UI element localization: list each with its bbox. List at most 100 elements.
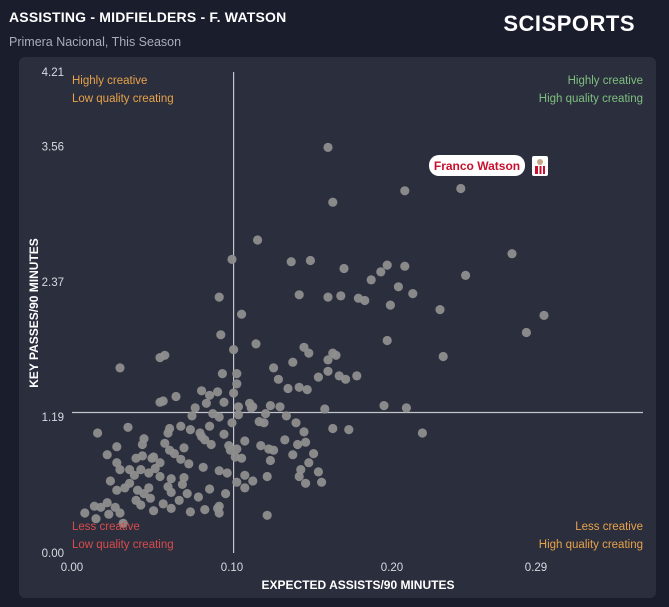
quadrant-top-left-line1: Highly creative [72, 75, 147, 87]
data-point [214, 508, 224, 518]
reference-lines [72, 72, 643, 553]
data-point [214, 501, 224, 511]
quadrant-top-right-line1: Highly creative [568, 75, 643, 87]
data-point [182, 489, 192, 499]
data-point [262, 471, 272, 482]
data-point [304, 458, 314, 468]
header: ASSISTING - MIDFIELDERS - F. WATSON Prim… [0, 0, 669, 56]
data-point [216, 330, 226, 340]
x-tick-label: 0.29 [525, 562, 547, 574]
data-point [539, 310, 549, 320]
page-subtitle: Primera Nacional, This Season [9, 35, 182, 49]
avatar-stripe [541, 166, 543, 174]
data-point [417, 428, 427, 438]
data-point [213, 387, 223, 397]
data-point [461, 270, 471, 280]
avatar-stripe [538, 166, 540, 174]
data-point [269, 445, 279, 455]
data-point [507, 249, 517, 259]
data-point [136, 500, 146, 510]
data-point [456, 183, 466, 194]
data-point [219, 397, 229, 407]
data-point [89, 501, 99, 511]
data-point [352, 371, 362, 381]
data-point [149, 506, 159, 516]
data-point [294, 290, 304, 300]
data-point [118, 518, 128, 528]
data-point [309, 449, 319, 459]
data-point [166, 503, 176, 513]
highlight-player-name: Franco Watson [434, 159, 520, 173]
data-point [125, 478, 135, 488]
data-point [227, 254, 237, 264]
data-point [435, 305, 445, 315]
data-point [200, 435, 210, 445]
avatar-shirt [535, 166, 545, 174]
data-point [145, 493, 155, 503]
data-point [320, 404, 330, 414]
data-point [251, 339, 261, 349]
axis-titles: EXPECTED ASSISTS/90 MINUTES KEY PASSES/90… [27, 238, 454, 592]
data-point [237, 453, 247, 463]
quadrant-bottom-left-line2: Low quality creating [72, 539, 174, 551]
data-point [353, 293, 363, 303]
data-point [273, 374, 283, 384]
data-point [385, 300, 395, 310]
data-point [301, 437, 311, 447]
data-point [176, 421, 186, 431]
data-point [160, 438, 170, 448]
data-point [200, 505, 210, 515]
data-point [198, 462, 208, 472]
data-point [336, 291, 346, 301]
data-point [240, 436, 250, 446]
data-point [174, 495, 184, 505]
data-point [281, 411, 291, 421]
data-point [205, 484, 215, 494]
y-tick-label: 4.21 [42, 67, 64, 79]
data-point [299, 342, 309, 352]
data-point [201, 398, 211, 408]
data-point [323, 292, 333, 302]
data-point [240, 470, 250, 480]
data-point [400, 186, 410, 196]
data-point [331, 350, 341, 360]
data-point [291, 418, 301, 428]
data-point [344, 425, 354, 435]
data-point [341, 374, 351, 384]
data-point [129, 470, 139, 480]
x-tick-label: 0.20 [381, 562, 403, 574]
data-point [288, 450, 298, 460]
data-point [232, 379, 242, 389]
data-point [313, 372, 323, 382]
highlight-player[interactable]: Franco Watson [429, 155, 548, 176]
data-point [408, 289, 418, 299]
data-point [328, 423, 338, 434]
data-point [393, 282, 403, 292]
data-point [185, 507, 195, 517]
data-point [217, 369, 227, 379]
y-axis-title: KEY PASSES/90 MINUTES [27, 238, 41, 388]
data-point [91, 514, 101, 524]
data-point [339, 263, 349, 274]
data-point [296, 465, 306, 475]
data-point [237, 309, 247, 319]
data-point [232, 477, 242, 487]
data-point [269, 363, 279, 373]
data-point [112, 442, 122, 452]
chart-panel [19, 57, 656, 598]
data-point [232, 369, 242, 379]
x-axis-title: EXPECTED ASSISTS/90 MINUTES [262, 578, 455, 592]
axis-ticks: 0.00 0.10 0.20 0.29 0.00 1.19 2.37 3.56 4.21 [42, 67, 548, 574]
data-point [219, 429, 229, 439]
data-point [233, 402, 243, 412]
data-point [80, 508, 90, 518]
data-point [176, 454, 186, 464]
data-point [328, 197, 338, 207]
data-point [104, 509, 114, 519]
data-point [401, 403, 411, 413]
quadrant-bottom-right-line2: High quality creating [539, 539, 643, 551]
data-point [376, 267, 386, 277]
data-point [293, 439, 303, 450]
data-point [115, 363, 125, 373]
data-point [438, 351, 448, 362]
